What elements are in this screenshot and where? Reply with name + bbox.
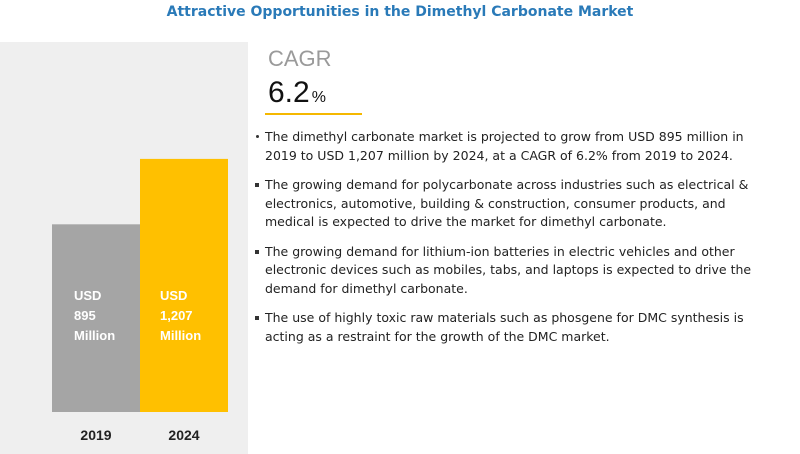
- bar-2019: [52, 224, 140, 412]
- category-label: 2024: [168, 427, 199, 443]
- bullet-item: The growing demand for polycarbonate acr…: [253, 176, 773, 232]
- bar-value-label: USD: [74, 288, 101, 303]
- category-label: 2019: [80, 427, 111, 443]
- chart-panel: USD 895 Million 2019 USD 1,207 Million 2024: [0, 42, 248, 454]
- cagr-number: 6.2: [268, 76, 310, 109]
- bullet-item: The dimethyl carbonate market is project…: [253, 128, 773, 165]
- bullet-item: The growing demand for lithium-ion batte…: [253, 243, 773, 299]
- bar-value-label: Million: [74, 328, 115, 343]
- page-title: Attractive Opportunities in the Dimethyl…: [166, 4, 634, 20]
- bar-value-label: 895: [74, 308, 96, 323]
- bar-value-label: USD: [160, 288, 187, 303]
- bar-value-label: Million: [160, 328, 201, 343]
- bar-2024: [140, 158, 228, 412]
- cagr-label: CAGR: [268, 46, 332, 71]
- cagr-value: 6.2%: [268, 76, 326, 110]
- bar-value-label: 1,207: [160, 308, 193, 323]
- bullet-item: The use of highly toxic raw materials su…: [253, 309, 773, 346]
- bar-chart: USD 895 Million 2019 USD 1,207 Million 2024: [52, 158, 228, 443]
- cagr-unit: %: [311, 89, 326, 106]
- cagr-underline: [265, 113, 362, 115]
- bullet-list: The dimethyl carbonate market is project…: [253, 128, 773, 357]
